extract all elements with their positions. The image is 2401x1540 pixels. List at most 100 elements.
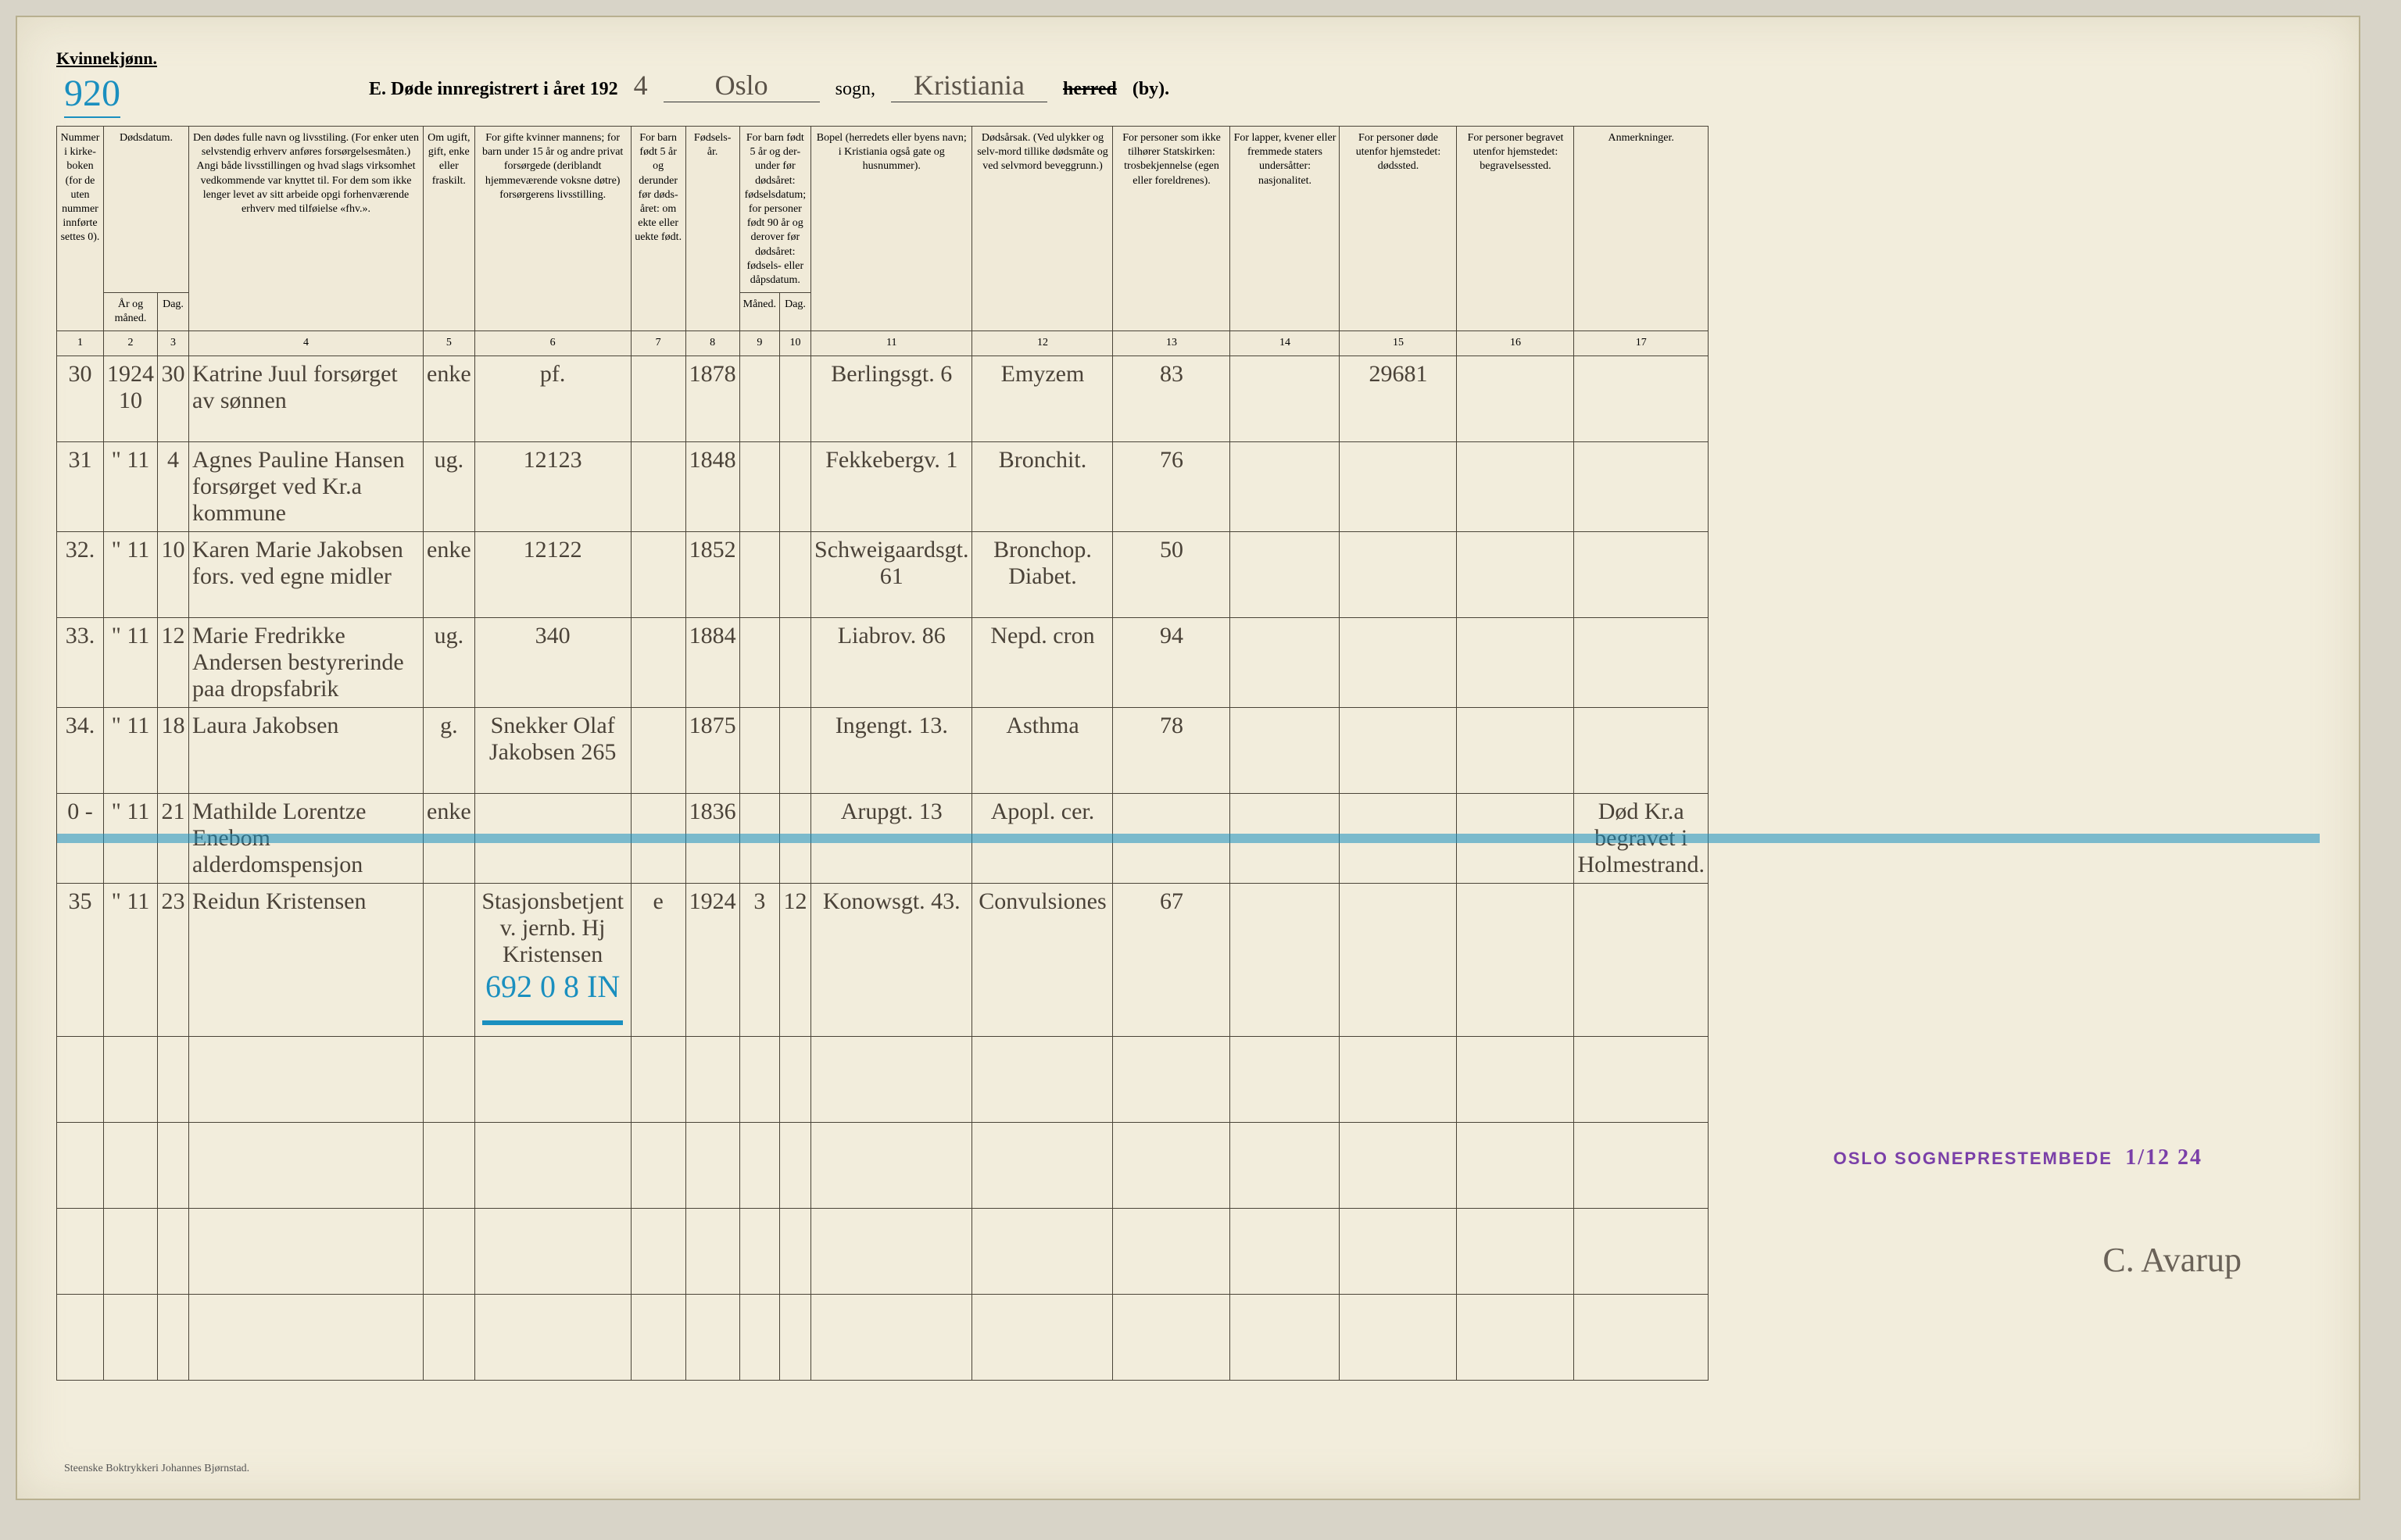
col-header-8: Fødsels-år. (685, 127, 739, 331)
cell (739, 531, 779, 617)
colnum-3: 3 (158, 331, 189, 356)
gender-label: Kvinnekjønn. (56, 48, 2320, 69)
cell: 76 (1113, 441, 1230, 531)
cell: Schweigaardsgt. 61 (811, 531, 972, 617)
cell (780, 356, 811, 441)
cell (739, 793, 779, 883)
cell: Karen Marie Jakobsen fors. ved egne midl… (189, 531, 424, 617)
cell: 12123 (474, 441, 631, 531)
empty-cell (631, 1208, 685, 1294)
col-header-dodsdatum: Dødsdatum. (104, 127, 189, 293)
cell: Emyzem (972, 356, 1113, 441)
empty-cell (104, 1036, 158, 1122)
empty-cell (474, 1294, 631, 1380)
title-line: E. Døde innregistrert i året 192 4 Oslo … (369, 69, 2320, 102)
stamp-date: 1/12 24 (2125, 1145, 2202, 1170)
cell (424, 883, 475, 1036)
colnum-1: 1 (57, 331, 104, 356)
empty-cell (189, 1208, 424, 1294)
empty-cell (158, 1122, 189, 1208)
cell: 1875 (685, 707, 739, 793)
cell: 31 (57, 441, 104, 531)
empty-cell (739, 1294, 779, 1380)
empty-cell (1113, 1036, 1230, 1122)
col-header-11: Bopel (herredets eller byens navn; i Kri… (811, 127, 972, 331)
cell: 1924 (685, 883, 739, 1036)
empty-cell (811, 1294, 972, 1380)
empty-cell (972, 1036, 1113, 1122)
empty-cell (57, 1208, 104, 1294)
empty-cell (189, 1036, 424, 1122)
col-header-17: Anmerkninger. (1574, 127, 1708, 331)
cell: Berlingsgt. 6 (811, 356, 972, 441)
empty-cell (158, 1208, 189, 1294)
empty-cell (739, 1036, 779, 1122)
cell (780, 441, 811, 531)
empty-cell (685, 1208, 739, 1294)
cell (780, 793, 811, 883)
cell: 30 (57, 356, 104, 441)
register-table: Nummer i kirke-boken (for de uten nummer… (56, 126, 2320, 1381)
empty-cell (1457, 1208, 1574, 1294)
cell (1457, 793, 1574, 883)
cell: " 11 (104, 441, 158, 531)
table-row: 31" 114Agnes Pauline Hansen forsørget ve… (57, 441, 2320, 531)
cell (1574, 531, 1708, 617)
colnum-4: 4 (189, 331, 424, 356)
col-header-6: For gifte kvinner mannens; for barn unde… (474, 127, 631, 331)
cell: Snekker Olaf Jakobsen 265 (474, 707, 631, 793)
col-header-4: Den dødes fulle navn og livsstiling. (Fo… (189, 127, 424, 331)
empty-cell (104, 1208, 158, 1294)
cell (631, 617, 685, 707)
empty-cell (1340, 1294, 1457, 1380)
cell (631, 531, 685, 617)
cell (1574, 441, 1708, 531)
table-row: 32." 1110Karen Marie Jakobsen fors. ved … (57, 531, 2320, 617)
col-header-5: Om ugift, gift, enke eller fraskilt. (424, 127, 475, 331)
cell (1230, 441, 1340, 531)
empty-cell (1340, 1122, 1457, 1208)
cell: Ingengt. 13. (811, 707, 972, 793)
cell: 10 (158, 531, 189, 617)
cell: ug. (424, 441, 475, 531)
colnum-12: 12 (972, 331, 1113, 356)
empty-cell (1574, 1036, 1708, 1122)
empty-cell (1113, 1208, 1230, 1294)
empty-cell (972, 1294, 1113, 1380)
register-page: Kvinnekjønn. 920 E. Døde innregistrert i… (16, 16, 2360, 1500)
cell (1230, 356, 1340, 441)
empty-cell (189, 1294, 424, 1380)
empty-cell (1574, 1208, 1708, 1294)
empty-row (57, 1036, 2320, 1122)
cell: 18 (158, 707, 189, 793)
col-header-12: Dødsårsak. (Ved ulykker og selv-mord til… (972, 127, 1113, 331)
empty-cell (474, 1208, 631, 1294)
cell: Konowsgt. 43. (811, 883, 972, 1036)
cell: " 11 (104, 617, 158, 707)
cell (1340, 441, 1457, 531)
colnum-17: 17 (1574, 331, 1708, 356)
empty-cell (1457, 1036, 1574, 1122)
cell: 1884 (685, 617, 739, 707)
cell: 33. (57, 617, 104, 707)
cell: g. (424, 707, 475, 793)
cell: 1836 (685, 793, 739, 883)
empty-cell (780, 1036, 811, 1122)
cell (780, 707, 811, 793)
cell: 1878 (685, 356, 739, 441)
cell: Katrine Juul forsørget av sønnen (189, 356, 424, 441)
cell: 30 (158, 356, 189, 441)
empty-cell (1113, 1294, 1230, 1380)
colnum-5: 5 (424, 331, 475, 356)
cell (1457, 617, 1574, 707)
table-row: 33." 1112Marie Fredrikke Andersen bestyr… (57, 617, 2320, 707)
empty-cell (189, 1122, 424, 1208)
parish: Oslo (664, 69, 820, 102)
cell: enke (424, 793, 475, 883)
cell: e (631, 883, 685, 1036)
cell: 12 (158, 617, 189, 707)
cell (780, 617, 811, 707)
empty-cell (1457, 1294, 1574, 1380)
cell: Død Kr.a begravet i Holmestrand. (1574, 793, 1708, 883)
col-header-15: For personer døde utenfor hjemstedet: dø… (1340, 127, 1457, 331)
